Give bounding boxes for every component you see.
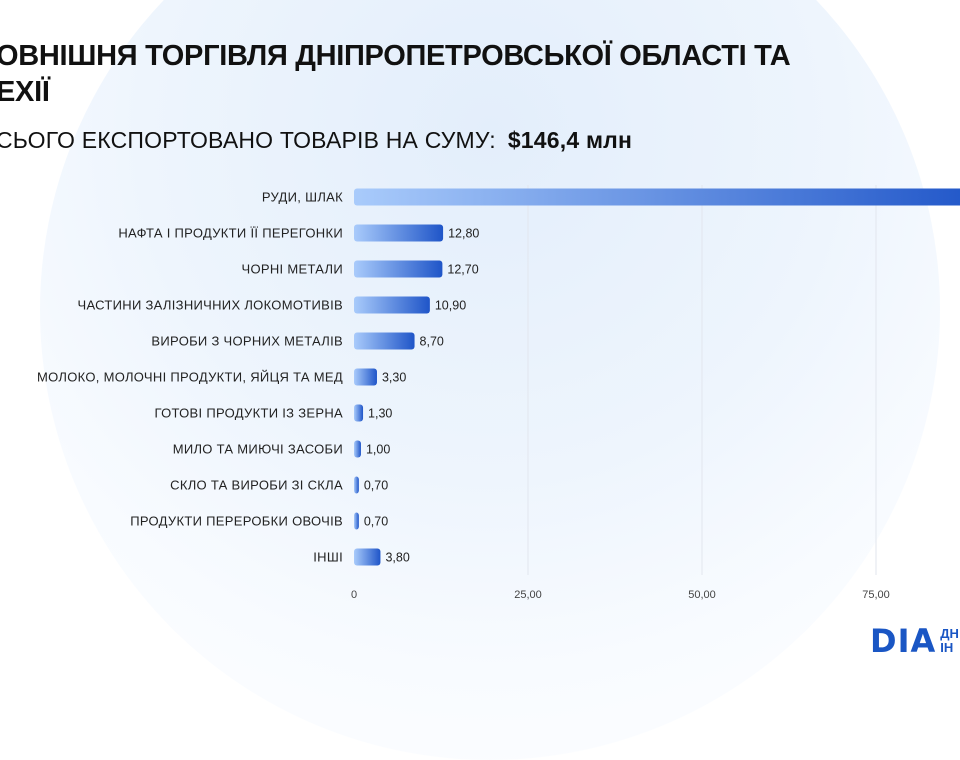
category-label: ІНШІ	[313, 550, 343, 565]
value-label: 1,00	[366, 443, 390, 457]
logo-text-1: ДН	[940, 626, 959, 641]
value-label: 3,80	[385, 551, 409, 565]
category-label: ПРОДУКТИ ПЕРЕРОБКИ ОВОЧІВ	[130, 514, 343, 529]
value-label: 12,70	[447, 263, 478, 277]
bar-chart: 0 25,00 50,00 75,00 РУДИ, ШЛАК НАФТА І ПРОДУК…	[37, 185, 960, 601]
category-label: НАФТА І ПРОДУКТИ ЇЇ ПЕРЕГОНКИ	[118, 226, 343, 241]
bar	[354, 548, 381, 566]
bar	[354, 404, 364, 422]
bar	[354, 368, 377, 386]
subtitle-label: СЬОГО ЕКСПОРТОВАНО ТОВАРІВ НА СУМУ:	[0, 127, 496, 153]
value-label: 10,90	[435, 299, 466, 313]
bar	[354, 224, 444, 242]
x-tick-label: 50,00	[688, 589, 716, 601]
value-label: 3,30	[382, 371, 406, 385]
category-label: МОЛОКО, МОЛОЧНІ ПРОДУКТИ, ЯЙЦЯ ТА МЕД	[37, 370, 343, 385]
logo-text-2: ІН	[940, 640, 954, 655]
page-title: ОВНІШНЯ ТОРГІВЛЯ ДНІПРОПЕТРОВСЬКОЇ ОБЛАС…	[0, 38, 791, 110]
category-label: МИЛО ТА МИЮЧІ ЗАСОБИ	[173, 442, 343, 457]
value-label: 12,80	[448, 227, 479, 241]
bar	[354, 188, 960, 206]
bar	[354, 440, 361, 458]
background-circle	[40, 0, 940, 760]
value-label: 1,30	[368, 407, 392, 421]
value-label: 8,70	[420, 335, 444, 349]
category-label: ВИРОБИ З ЧОРНИХ МЕТАЛІВ	[151, 334, 343, 349]
x-tick-label: 0	[351, 589, 357, 601]
x-tick-label: 25,00	[514, 589, 542, 601]
category-label: СКЛО ТА ВИРОБИ ЗІ СКЛА	[170, 478, 343, 493]
bar	[354, 332, 415, 350]
title-line-1: ОВНІШНЯ ТОРГІВЛЯ ДНІПРОПЕТРОВСЬКОЇ ОБЛАС…	[0, 40, 791, 72]
bar	[354, 260, 443, 278]
bar	[354, 512, 359, 530]
bar	[354, 296, 430, 314]
category-label: ЧАСТИНИ ЗАЛІЗНИЧНИХ ЛОКОМОТИВІВ	[77, 298, 343, 313]
category-label: ЧОРНІ МЕТАЛИ	[242, 262, 344, 277]
category-label: РУДИ, ШЛАК	[262, 190, 343, 205]
value-label: 0,70	[364, 515, 388, 529]
logo-mark: DIA	[870, 622, 937, 660]
title-line-2: ЕХІЇ	[0, 76, 50, 108]
category-label: ГОТОВІ ПРОДУКТИ ІЗ ЗЕРНА	[154, 406, 343, 421]
subtitle: СЬОГО ЕКСПОРТОВАНО ТОВАРІВ НА СУМУ: $146,…	[0, 127, 632, 154]
bar	[354, 476, 359, 494]
x-tick-label: 75,00	[862, 589, 890, 601]
total-export-value: $146,4 млн	[507, 127, 633, 153]
dia-logo: DIA ДН ІН	[870, 622, 959, 660]
value-label: 0,70	[364, 479, 388, 493]
